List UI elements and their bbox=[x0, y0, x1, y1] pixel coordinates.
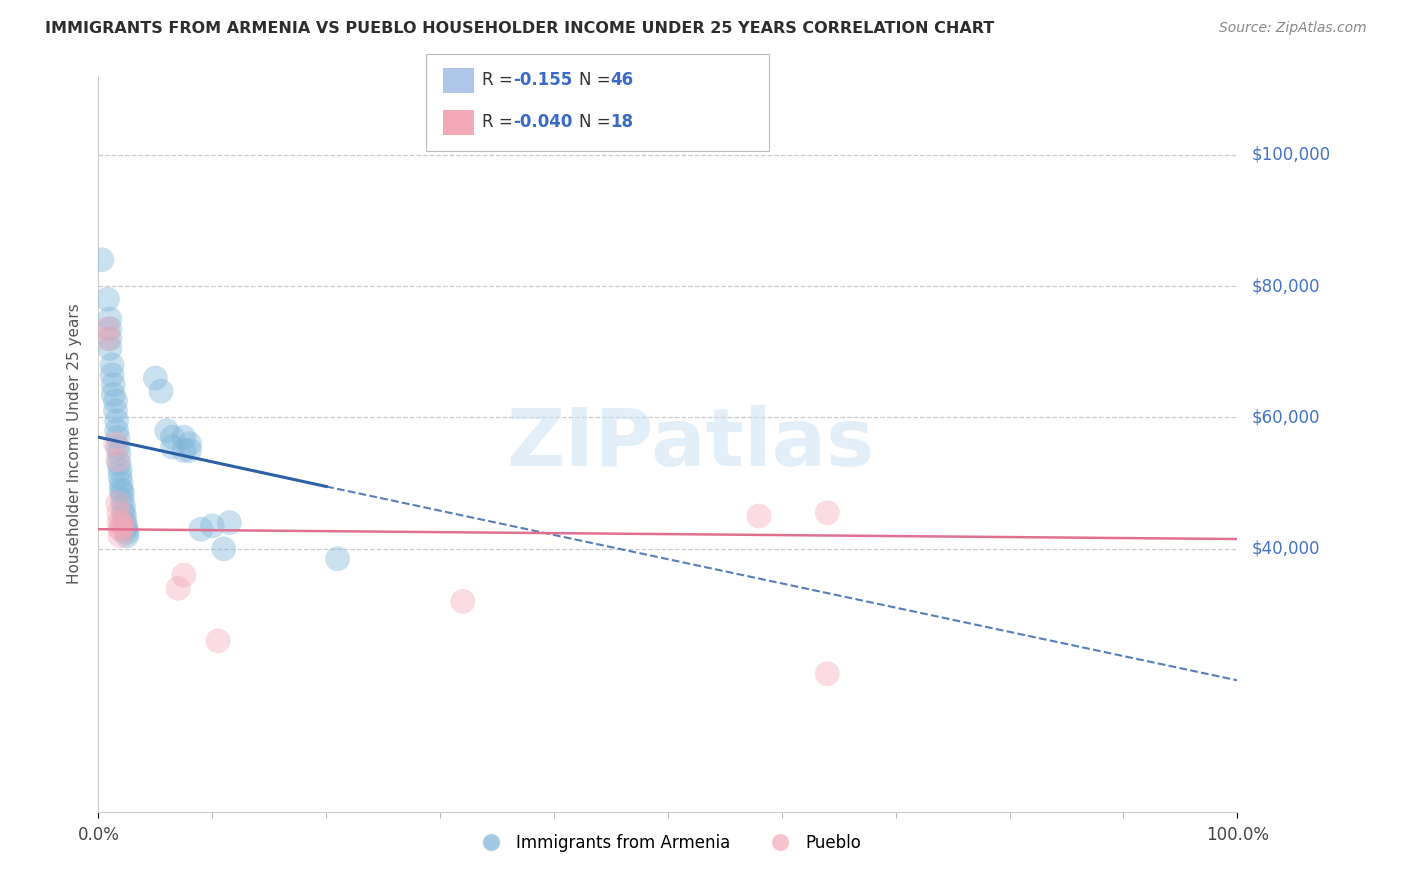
Point bbox=[212, 541, 235, 556]
Text: $60,000: $60,000 bbox=[1251, 409, 1320, 426]
Point bbox=[96, 332, 118, 346]
Point bbox=[156, 424, 179, 438]
Text: 18: 18 bbox=[610, 113, 633, 131]
Point bbox=[98, 342, 121, 356]
Point bbox=[179, 443, 201, 458]
Point bbox=[190, 522, 212, 536]
Point bbox=[111, 486, 134, 500]
Point bbox=[107, 453, 129, 467]
Text: R =: R = bbox=[482, 113, 519, 131]
Point bbox=[107, 496, 129, 510]
Point bbox=[162, 430, 184, 444]
Point bbox=[108, 522, 131, 536]
Point bbox=[167, 582, 190, 596]
Point bbox=[105, 424, 128, 438]
Text: R =: R = bbox=[482, 71, 519, 89]
Point bbox=[114, 516, 136, 530]
Point bbox=[326, 551, 349, 566]
Point bbox=[150, 384, 173, 399]
Point bbox=[101, 358, 124, 372]
Point bbox=[108, 469, 131, 483]
Point bbox=[114, 509, 136, 524]
Point bbox=[201, 519, 224, 533]
Point bbox=[162, 440, 184, 454]
Point bbox=[173, 443, 195, 458]
Point bbox=[173, 568, 195, 582]
Point bbox=[451, 594, 474, 608]
Point bbox=[98, 332, 121, 346]
Text: ZIPatlas: ZIPatlas bbox=[506, 405, 875, 483]
Point bbox=[108, 529, 131, 543]
Point bbox=[112, 519, 135, 533]
Text: N =: N = bbox=[579, 113, 616, 131]
Point bbox=[815, 506, 838, 520]
Point bbox=[748, 509, 770, 524]
Point bbox=[104, 394, 127, 409]
Point bbox=[110, 476, 132, 491]
Legend: Immigrants from Armenia, Pueblo: Immigrants from Armenia, Pueblo bbox=[468, 827, 868, 859]
Point bbox=[110, 516, 132, 530]
Point bbox=[104, 404, 127, 418]
Point bbox=[98, 312, 121, 326]
Point bbox=[145, 371, 167, 385]
Point bbox=[111, 492, 134, 507]
Point bbox=[110, 522, 132, 536]
Point bbox=[108, 447, 131, 461]
Point bbox=[218, 516, 240, 530]
Point bbox=[108, 506, 131, 520]
Point bbox=[110, 483, 132, 497]
Point bbox=[112, 506, 135, 520]
Text: N =: N = bbox=[579, 71, 616, 89]
Y-axis label: Householder Income Under 25 years: Householder Income Under 25 years bbox=[67, 303, 83, 584]
Point bbox=[108, 516, 131, 530]
Text: $100,000: $100,000 bbox=[1251, 145, 1330, 163]
Point bbox=[96, 292, 118, 306]
Point bbox=[101, 368, 124, 382]
Point bbox=[103, 387, 125, 401]
Point bbox=[107, 440, 129, 454]
Text: IMMIGRANTS FROM ARMENIA VS PUEBLO HOUSEHOLDER INCOME UNDER 25 YEARS CORRELATION : IMMIGRANTS FROM ARMENIA VS PUEBLO HOUSEH… bbox=[45, 21, 994, 37]
Point bbox=[108, 457, 131, 471]
Text: -0.040: -0.040 bbox=[513, 113, 572, 131]
Point bbox=[108, 463, 131, 477]
Point bbox=[103, 377, 125, 392]
Point bbox=[96, 322, 118, 336]
Text: Source: ZipAtlas.com: Source: ZipAtlas.com bbox=[1219, 21, 1367, 36]
Text: $40,000: $40,000 bbox=[1251, 540, 1320, 558]
Point bbox=[105, 414, 128, 428]
Text: 46: 46 bbox=[610, 71, 633, 89]
Point bbox=[114, 519, 136, 533]
Point bbox=[115, 525, 138, 540]
Text: $80,000: $80,000 bbox=[1251, 277, 1320, 295]
Text: -0.155: -0.155 bbox=[513, 71, 572, 89]
Point bbox=[90, 252, 112, 267]
Point bbox=[815, 666, 838, 681]
Point bbox=[104, 436, 127, 450]
Point bbox=[207, 633, 229, 648]
Point bbox=[112, 499, 135, 513]
Point bbox=[179, 436, 201, 450]
Point bbox=[114, 522, 136, 536]
Point bbox=[173, 430, 195, 444]
Point bbox=[107, 430, 129, 444]
Point bbox=[98, 322, 121, 336]
Point bbox=[115, 529, 138, 543]
